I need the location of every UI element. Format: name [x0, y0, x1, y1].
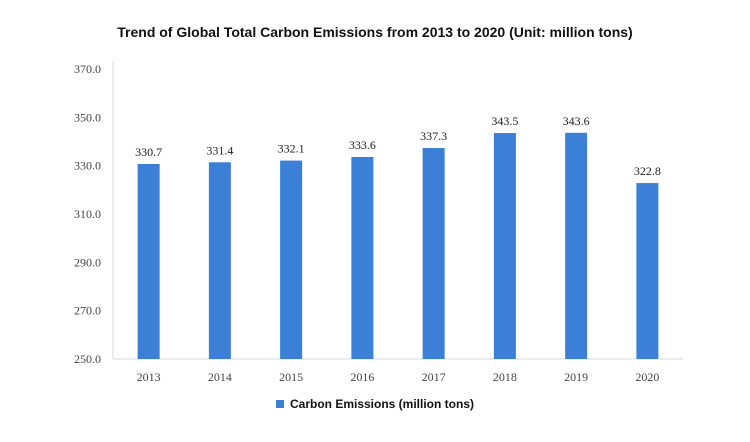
y-tick-label: 250.0	[74, 352, 101, 366]
legend: Carbon Emissions (million tons)	[0, 397, 750, 411]
bar	[422, 148, 445, 359]
data-label: 332.1	[278, 142, 305, 156]
x-tick-label: 2020	[635, 370, 659, 384]
x-tick-label: 2016	[350, 370, 374, 384]
x-tick-label: 2018	[493, 370, 517, 384]
data-label: 343.5	[491, 114, 518, 128]
legend-label: Carbon Emissions (million tons)	[289, 397, 474, 411]
bar	[137, 163, 160, 359]
data-label: 333.6	[349, 138, 376, 152]
x-tick-label: 2019	[564, 370, 588, 384]
x-tick-label: 2014	[208, 370, 232, 384]
y-tick-label: 330.0	[74, 159, 101, 173]
data-label: 343.6	[563, 114, 590, 128]
y-tick-label: 370.0	[74, 62, 101, 76]
data-label: 330.7	[135, 145, 162, 159]
bar	[565, 132, 588, 359]
bar	[636, 183, 659, 359]
y-tick-label: 310.0	[74, 207, 101, 221]
bar	[208, 162, 231, 359]
bar	[493, 133, 516, 359]
y-tick-label: 290.0	[74, 255, 101, 269]
legend-swatch	[275, 400, 284, 408]
data-label: 322.8	[634, 164, 661, 178]
data-label: 337.3	[420, 129, 447, 143]
y-tick-label: 350.0	[74, 110, 101, 124]
x-tick-label: 2017	[422, 370, 446, 384]
bar	[280, 160, 303, 359]
bar	[351, 156, 374, 359]
y-tick-label: 270.0	[74, 304, 101, 318]
data-label: 331.4	[206, 143, 233, 157]
x-tick-label: 2013	[137, 370, 161, 384]
x-tick-label: 2015	[279, 370, 303, 384]
chart-title: Trend of Global Total Carbon Emissions f…	[117, 24, 633, 40]
